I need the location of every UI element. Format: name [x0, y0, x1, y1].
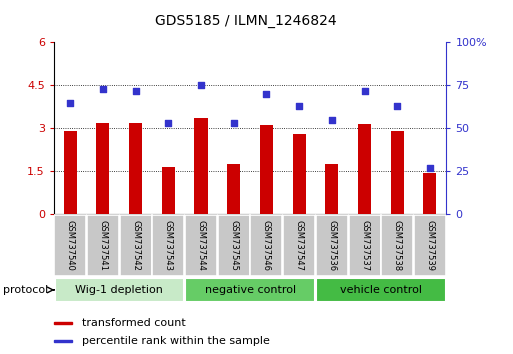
Bar [54, 322, 72, 324]
Text: GSM737536: GSM737536 [327, 219, 337, 271]
Text: GSM737541: GSM737541 [98, 220, 107, 270]
Text: GSM737546: GSM737546 [262, 219, 271, 271]
Text: GSM737543: GSM737543 [164, 219, 173, 271]
Point [262, 91, 270, 97]
FancyBboxPatch shape [54, 215, 86, 275]
Bar [423, 173, 437, 214]
Point [361, 88, 369, 93]
Point [328, 117, 336, 122]
FancyBboxPatch shape [218, 215, 250, 275]
FancyBboxPatch shape [283, 215, 315, 275]
Bar [391, 131, 404, 214]
Point [197, 82, 205, 88]
FancyBboxPatch shape [250, 215, 283, 275]
Text: transformed count: transformed count [82, 318, 186, 328]
Bar [325, 164, 339, 214]
FancyBboxPatch shape [414, 215, 446, 275]
FancyBboxPatch shape [185, 215, 217, 275]
Text: GDS5185 / ILMN_1246824: GDS5185 / ILMN_1246824 [155, 14, 337, 28]
Text: GSM737537: GSM737537 [360, 219, 369, 271]
Text: GSM737547: GSM737547 [294, 219, 304, 271]
FancyBboxPatch shape [152, 215, 184, 275]
Bar [292, 134, 306, 214]
Text: GSM737538: GSM737538 [393, 219, 402, 271]
Point [230, 120, 238, 126]
Text: GSM737545: GSM737545 [229, 220, 238, 270]
Text: vehicle control: vehicle control [340, 285, 422, 295]
Bar [194, 118, 208, 214]
Text: protocol: protocol [3, 285, 48, 295]
Text: GSM737540: GSM737540 [66, 220, 75, 270]
Text: GSM737542: GSM737542 [131, 220, 140, 270]
Point [131, 88, 140, 93]
FancyBboxPatch shape [185, 278, 315, 302]
Bar [96, 122, 109, 214]
Point [426, 165, 434, 171]
Bar [129, 122, 142, 214]
Text: GSM737539: GSM737539 [425, 219, 435, 271]
Bar [227, 164, 240, 214]
Text: percentile rank within the sample: percentile rank within the sample [82, 336, 270, 346]
Point [295, 103, 303, 109]
FancyBboxPatch shape [381, 215, 413, 275]
Point [66, 100, 74, 105]
FancyBboxPatch shape [87, 215, 119, 275]
Point [99, 86, 107, 92]
Bar [54, 339, 72, 342]
FancyBboxPatch shape [316, 215, 348, 275]
Bar [358, 124, 371, 214]
Point [164, 120, 172, 126]
Bar [162, 167, 175, 214]
Text: negative control: negative control [205, 285, 295, 295]
FancyBboxPatch shape [348, 215, 381, 275]
Bar [64, 131, 77, 214]
Text: Wig-1 depletion: Wig-1 depletion [75, 285, 163, 295]
Bar [260, 125, 273, 214]
FancyBboxPatch shape [120, 215, 152, 275]
FancyBboxPatch shape [316, 278, 446, 302]
Text: GSM737544: GSM737544 [196, 220, 206, 270]
FancyBboxPatch shape [54, 278, 184, 302]
Point [393, 103, 401, 109]
